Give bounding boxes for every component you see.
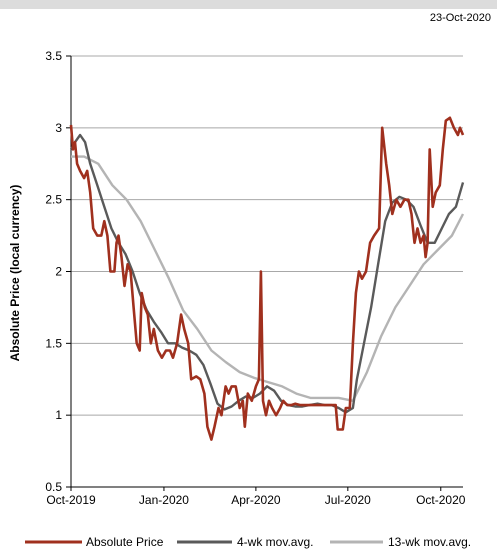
x-tick-labels: Oct-2019 Jan-2020 Apr-2020 Jul-2020 Oct-2020 xyxy=(46,493,465,507)
y-tick-label: 3.5 xyxy=(45,49,62,63)
series-lines xyxy=(69,116,465,441)
x-tick-label: Oct-2019 xyxy=(46,493,96,507)
y-axis-label: Absolute Price (local currency) xyxy=(8,185,22,362)
y-tick-label: 2.5 xyxy=(45,193,62,207)
x-tick-label: Oct-2020 xyxy=(416,493,466,507)
legend: Absolute Price 4-wk mov.avg. 13-wk mov.avg… xyxy=(25,535,471,549)
y-tick-label: 0.5 xyxy=(45,480,62,494)
x-tick-label: Jul-2020 xyxy=(325,493,371,507)
thirteen-week-avg-line xyxy=(71,155,465,402)
report-date: 23-Oct-2020 xyxy=(429,12,491,24)
legend-4wk-avg-label: 4-wk mov.avg. xyxy=(237,535,313,549)
x-tick-label: Apr-2020 xyxy=(231,493,281,507)
y-tick-label: 2 xyxy=(55,265,62,279)
x-tick-label: Jan-2020 xyxy=(139,493,189,507)
y-tick-label: 1 xyxy=(55,408,62,422)
absolute-price-line xyxy=(69,116,465,441)
legend-13wk-avg-label: 13-wk mov.avg. xyxy=(388,535,471,549)
legend-absolute-price-label: Absolute Price xyxy=(86,535,164,549)
y-tick-label: 1.5 xyxy=(45,336,62,350)
y-tick-label: 3 xyxy=(55,121,62,135)
grid-lines xyxy=(71,55,463,416)
y-tick-labels: 0.5 1 1.5 2 2.5 3 3.5 xyxy=(45,49,62,494)
top-bar xyxy=(0,0,497,9)
